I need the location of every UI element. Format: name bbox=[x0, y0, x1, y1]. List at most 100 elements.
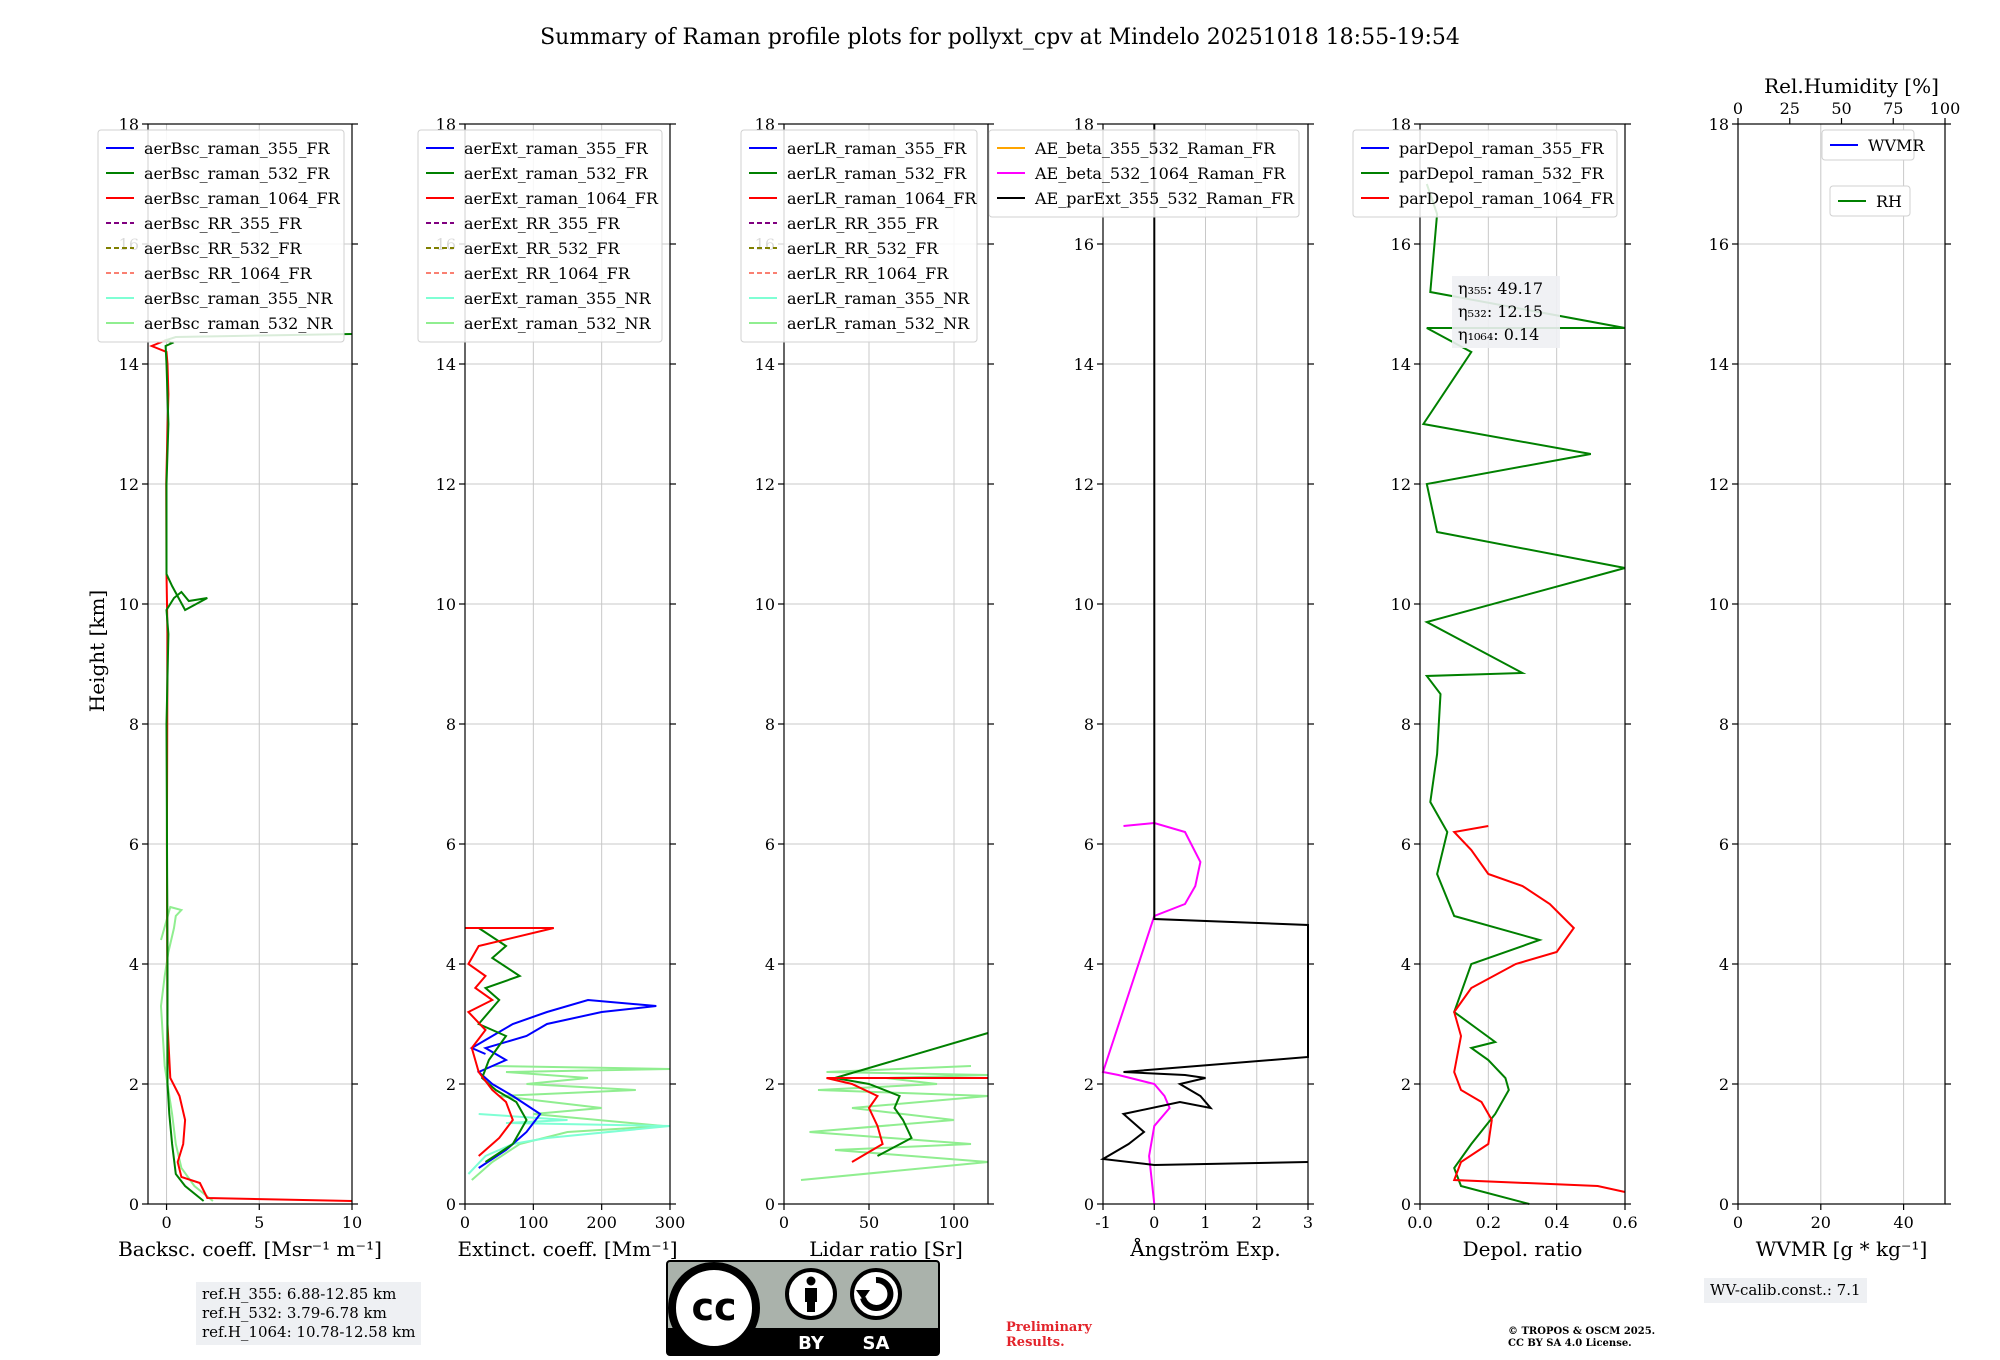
y-tick-label: 0 bbox=[765, 1195, 775, 1214]
legend-label: aerExt_RR_1064_FR bbox=[464, 264, 631, 283]
legend-box bbox=[1821, 129, 1915, 161]
y-tick-label: 8 bbox=[1084, 715, 1094, 734]
legend: aerBsc_raman_355_FR aerBsc_raman_532_FRae… bbox=[97, 129, 345, 343]
series-aerlr-raman-532-nr bbox=[800, 1065, 989, 1181]
legend-label: aerExt_RR_355_FR bbox=[464, 214, 621, 233]
eta-annotation: η₃₅₅: 49.17 η₅₃₂: 12.15 η₁₀₆₄: 0.14 bbox=[1452, 276, 1560, 348]
legend-label: aerBsc_raman_1064_FR bbox=[144, 189, 341, 208]
y-tick-label: 18 bbox=[1709, 115, 1729, 134]
series-pardepol-raman-1064-fr bbox=[1452, 825, 1626, 1193]
legend-box bbox=[1352, 129, 1618, 218]
top-x-tick-label: 50 bbox=[1831, 99, 1851, 118]
y-tick-label: 0 bbox=[129, 1195, 139, 1214]
series-aerext-raman-1064-fr bbox=[465, 927, 555, 1157]
y-tick-label: 0 bbox=[1719, 1195, 1729, 1214]
legend-box bbox=[988, 129, 1300, 218]
axes-frame bbox=[1737, 123, 1946, 1205]
cc-by-label: BY bbox=[798, 1333, 825, 1354]
legend-label: aerLR_RR_532_FR bbox=[787, 239, 939, 258]
legend-label: aerBsc_raman_532_FR bbox=[144, 164, 330, 183]
refh-1064-text: ref.H_1064: 10.78-12.58 km bbox=[202, 1323, 416, 1341]
y-tick-label: 16 bbox=[1709, 235, 1729, 254]
y-tick-label: 2 bbox=[1401, 1075, 1411, 1094]
x-tick-label: 0 bbox=[161, 1213, 171, 1232]
y-tick-label: 2 bbox=[1719, 1075, 1729, 1094]
legend-label: aerBsc_raman_355_NR bbox=[144, 289, 333, 308]
x-tick-label: 10 bbox=[342, 1213, 362, 1232]
y-tick-label: 12 bbox=[119, 475, 139, 494]
series-aerext-raman-532-nr bbox=[471, 1065, 671, 1181]
copyright-line2: CC BY SA 4.0 License. bbox=[1508, 1338, 1632, 1349]
y-tick-label: 18 bbox=[1074, 115, 1094, 134]
legend-label: AE_beta_355_532_Raman_FR bbox=[1034, 139, 1276, 158]
series-aerbsc-raman-532-fr bbox=[163, 333, 353, 1202]
y-tick-label: 12 bbox=[1074, 475, 1094, 494]
y-tick-label: 10 bbox=[1709, 595, 1729, 614]
y-tick-label: 8 bbox=[765, 715, 775, 734]
y-tick-label: 6 bbox=[129, 835, 139, 854]
legend-label: aerBsc_RR_355_FR bbox=[144, 214, 302, 233]
y-tick-label: 4 bbox=[1401, 955, 1411, 974]
legend: aerLR_raman_355_FR aerLR_raman_532_FR aerL… bbox=[740, 129, 978, 343]
legend-label: aerExt_raman_532_FR bbox=[464, 164, 649, 183]
legend-label: parDepol_raman_532_FR bbox=[1399, 164, 1605, 183]
x-tick-label: 50 bbox=[859, 1213, 879, 1232]
y-tick-label: 10 bbox=[755, 595, 775, 614]
series-group bbox=[149, 333, 353, 1202]
panel-1: 0246810121416180510Backsc. coeff. [Msr⁻¹… bbox=[97, 115, 382, 1261]
series-aerlr-raman-1064-fr bbox=[826, 1077, 988, 1163]
x-tick-label: 0.4 bbox=[1544, 1213, 1569, 1232]
y-tick-label: 4 bbox=[765, 955, 775, 974]
series-aerbsc-raman-1064-fr bbox=[149, 339, 353, 1202]
y-tick-label: 6 bbox=[765, 835, 775, 854]
y-tick-label: 10 bbox=[119, 595, 139, 614]
x-tick-label: 0.0 bbox=[1407, 1213, 1432, 1232]
cc-icon bbox=[668, 1262, 760, 1354]
y-tick-label: 12 bbox=[436, 475, 456, 494]
eta-value: η₅₃₂: 12.15 bbox=[1458, 302, 1543, 321]
x-tick-label: -1 bbox=[1095, 1213, 1111, 1232]
legend-label: aerLR_raman_1064_FR bbox=[787, 189, 977, 208]
cc-by-sa-badge: cc BY SA bbox=[666, 1260, 940, 1356]
y-tick-label: 4 bbox=[1719, 955, 1729, 974]
legend-label: aerLR_RR_1064_FR bbox=[787, 264, 949, 283]
preliminary-line2: Results. bbox=[1006, 1335, 1065, 1350]
legend-label: aerLR_RR_355_FR bbox=[787, 214, 939, 233]
x-tick-label: 100 bbox=[939, 1213, 970, 1232]
y-tick-label: 14 bbox=[1074, 355, 1094, 374]
axes-frame bbox=[783, 123, 989, 1205]
x-axis-label: Lidar ratio [Sr] bbox=[809, 1237, 963, 1261]
legend-label: aerBsc_RR_532_FR bbox=[144, 239, 302, 258]
legend-box bbox=[740, 129, 978, 343]
refh-355-text: ref.H_355: 6.88-12.85 km bbox=[202, 1285, 397, 1303]
y-tick-label: 12 bbox=[1709, 475, 1729, 494]
y-tick-label: 8 bbox=[1401, 715, 1411, 734]
axes-frame bbox=[147, 123, 353, 1205]
x-tick-label: 40 bbox=[1893, 1213, 1913, 1232]
x-tick-label: 0.6 bbox=[1612, 1213, 1637, 1232]
y-tick-label: 14 bbox=[1391, 355, 1411, 374]
legend-label: aerBsc_raman_355_FR bbox=[144, 139, 330, 158]
x-axis-label: Ångström Exp. bbox=[1129, 1236, 1280, 1261]
x-axis-label: Backsc. coeff. [Msr⁻¹ m⁻¹] bbox=[118, 1237, 382, 1261]
y-tick-label: 14 bbox=[1709, 355, 1729, 374]
legend-label: aerExt_RR_532_FR bbox=[464, 239, 621, 258]
x-tick-label: 200 bbox=[586, 1213, 617, 1232]
x-tick-label: 0 bbox=[1733, 1213, 1743, 1232]
legend: aerExt_raman_355_FR aerExt_raman_532_FRae… bbox=[417, 129, 663, 343]
legend: parDepol_raman_355_FR parDepol_raman_532_… bbox=[1352, 129, 1618, 218]
x-axis-label: Depol. ratio bbox=[1463, 1237, 1583, 1261]
series-group bbox=[800, 1032, 989, 1181]
axes-frame bbox=[1419, 123, 1626, 1205]
top-x-tick-label: 0 bbox=[1733, 99, 1743, 118]
y-tick-label: 8 bbox=[1719, 715, 1729, 734]
y-tick-label: 16 bbox=[1074, 235, 1094, 254]
legend-label: aerLR_raman_532_NR bbox=[787, 314, 970, 333]
y-axis-label: Height [km] bbox=[85, 590, 109, 712]
x-tick-label: 5 bbox=[254, 1213, 264, 1232]
legend-label: AE_beta_532_1064_Raman_FR bbox=[1034, 164, 1286, 183]
series-ae-beta-532-1064-raman-fr bbox=[1101, 821, 1202, 1205]
eta-box bbox=[1452, 276, 1560, 348]
legend-label: aerExt_raman_355_NR bbox=[464, 289, 652, 308]
